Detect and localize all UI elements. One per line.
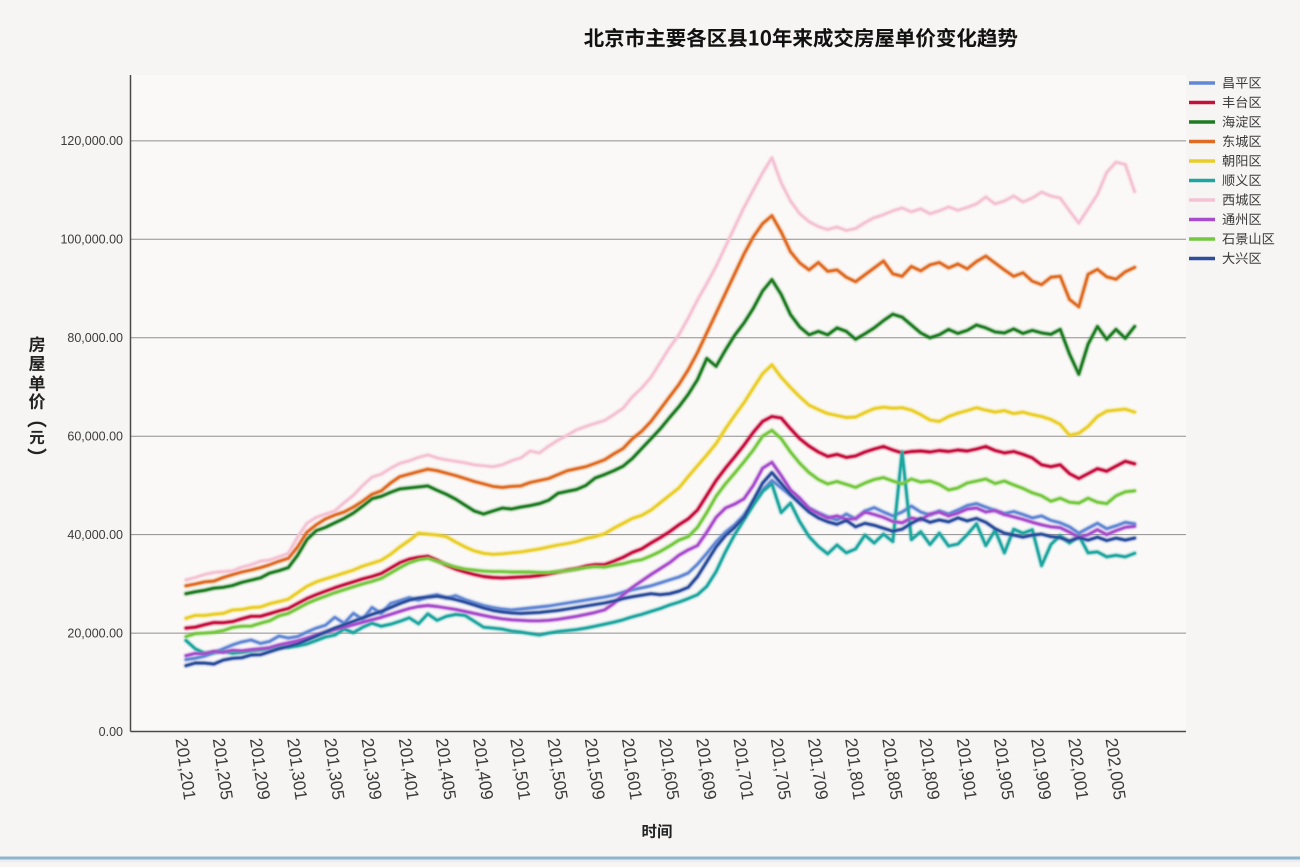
svg-text:120,000.00: 120,000.00 <box>60 134 123 148</box>
svg-text:100,000.00: 100,000.00 <box>60 233 123 247</box>
svg-text:60,000.00: 60,000.00 <box>67 430 123 444</box>
svg-text:0.00: 0.00 <box>99 725 123 739</box>
svg-text:20,000.00: 20,000.00 <box>67 626 123 640</box>
svg-text:40,000.00: 40,000.00 <box>67 528 123 542</box>
svg-text:80,000.00: 80,000.00 <box>67 331 123 345</box>
